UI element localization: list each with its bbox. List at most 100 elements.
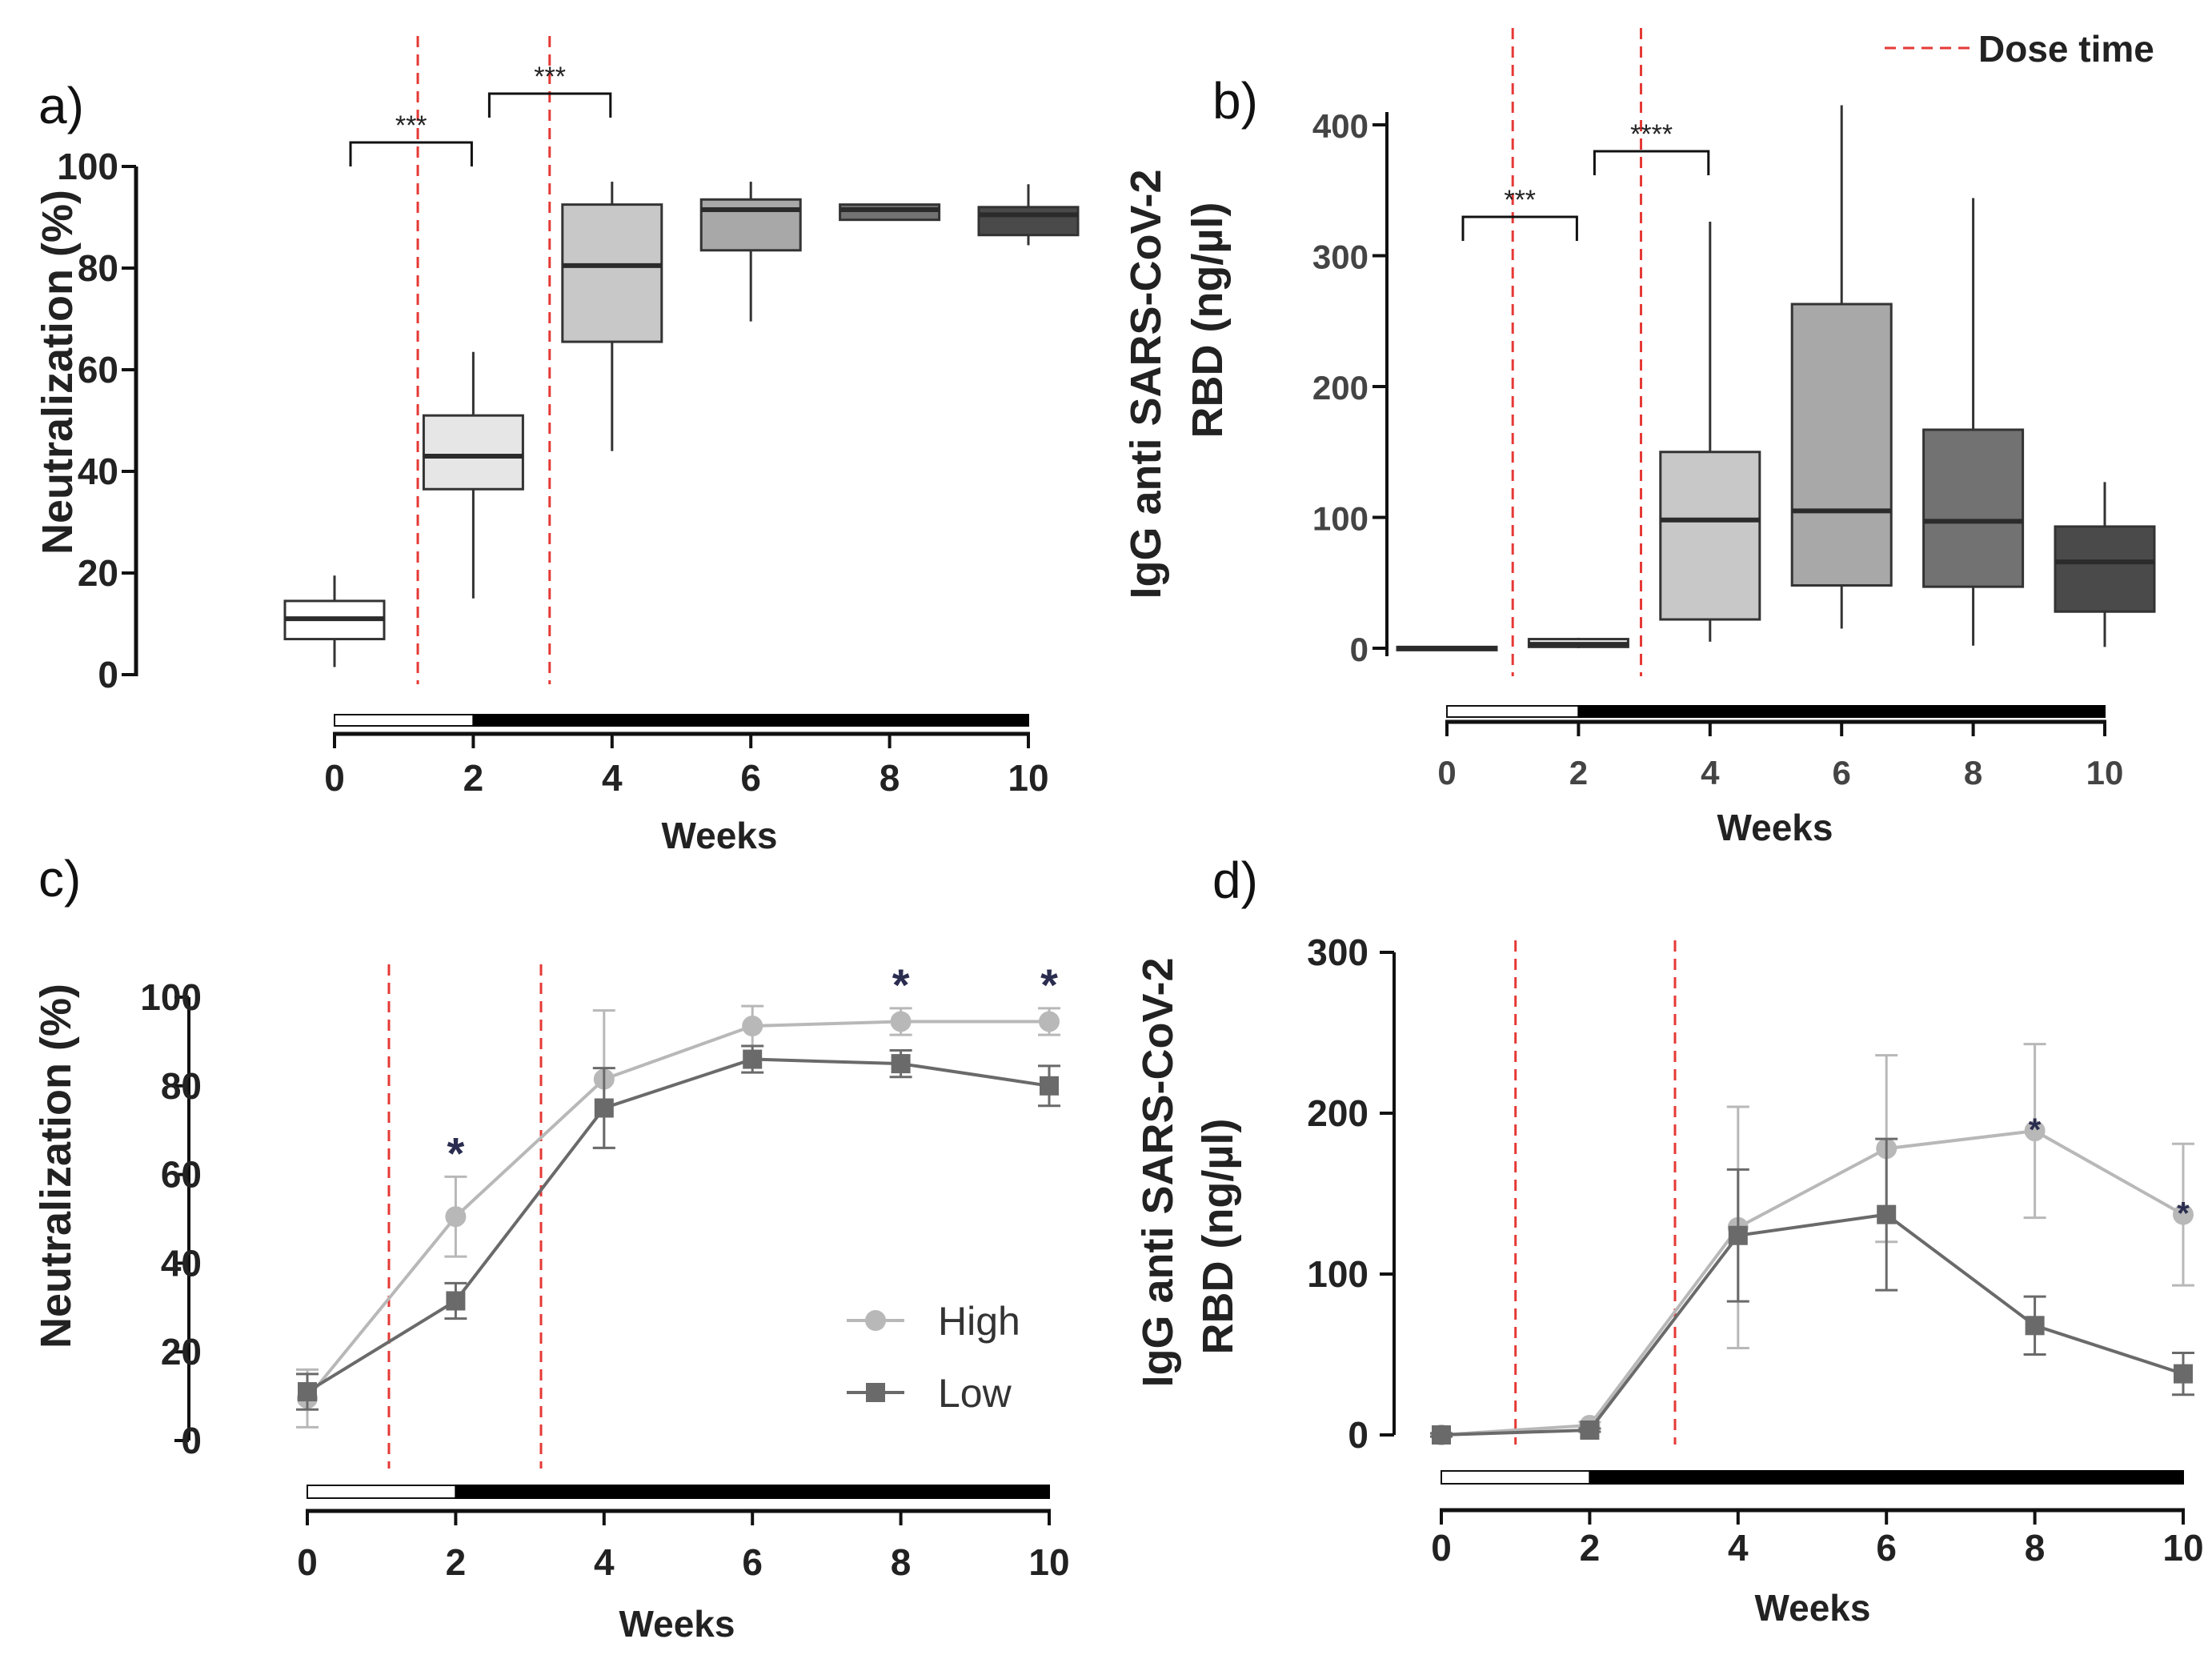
panel-c-dose-bar-filled — [455, 1485, 1050, 1499]
panel-a-box — [561, 203, 663, 343]
panel-d-x-tick-label: 8 — [2025, 1527, 2046, 1569]
panel-d-dose-bar-open — [1441, 1470, 1591, 1485]
panel-b-dose-bar-open — [1446, 705, 1580, 718]
panel-b-x-tick-label: 8 — [1964, 754, 1982, 791]
panel-b-box — [1659, 451, 1761, 621]
panel-a-x-tick-label: 10 — [1008, 757, 1048, 799]
panel-b-box — [1790, 303, 1893, 587]
panel-a-y-tick-label: 60 — [78, 349, 118, 391]
panel-b-significance-label: **** — [1630, 119, 1673, 150]
panel-d-point-high — [2024, 1120, 2046, 1142]
legend-high-marker — [865, 1310, 886, 1331]
panel-c: c) Neutralization (%) Weeks High Low 020… — [32, 850, 1070, 1645]
panel-c-point-high — [890, 1011, 912, 1032]
panel-d-x-tick-label: 4 — [1728, 1527, 1749, 1569]
panel-a-y-tick-label: 20 — [78, 552, 118, 594]
panel-c-letter: c) — [38, 850, 81, 908]
panel-b: b) IgG anti SARS-CoV-2 RBD (ng/µl) Weeks… — [1122, 28, 2156, 848]
panel-a-x-tick-label: 8 — [880, 757, 900, 799]
panel-d: d) IgG anti SARS-CoV-2 RBD (ng/µl) Weeks… — [1134, 852, 2204, 1629]
dose-time-legend: Dose time — [1885, 28, 2154, 70]
panel-b-letter: b) — [1212, 72, 1258, 130]
panel-c-significance-star: * — [1040, 960, 1058, 1010]
panel-d-series-low — [1430, 1137, 2194, 1445]
panel-d-x-tick-label: 10 — [2162, 1527, 2203, 1569]
panel-c-point-low — [1040, 1076, 1059, 1096]
panel-c-y-tick-label: 0 — [181, 1420, 202, 1461]
panel-d-y-tick-label: 0 — [1348, 1414, 1368, 1456]
panel-a-box — [977, 206, 1080, 237]
panel-a-y-tick-label: 0 — [98, 654, 118, 695]
panel-d-point-low — [2174, 1364, 2193, 1384]
panel-d-y-axis-title-line1: IgG anti SARS-CoV-2 — [1134, 957, 1182, 1387]
panel-c-legend: High Low — [847, 1299, 1020, 1416]
panel-a-box — [699, 198, 802, 252]
panel-b-x-tick-label: 0 — [1437, 754, 1456, 791]
legend-low-label: Low — [938, 1371, 1012, 1416]
panel-b-y-tick-label: 200 — [1312, 369, 1368, 407]
panel-b-x-tick-label: 6 — [1833, 754, 1851, 791]
panel-d-letter: d) — [1212, 852, 1258, 909]
panel-d-point-low — [1728, 1225, 1748, 1245]
panel-b-y-tick-label: 300 — [1312, 238, 1368, 276]
panel-a-significance-bracket: *** — [487, 62, 612, 118]
panel-d-significance-star: * — [2029, 1112, 2042, 1148]
panel-c-point-high — [742, 1016, 763, 1037]
panel-c-x-tick-label: 8 — [891, 1541, 912, 1583]
panel-b-x-tick-label: 4 — [1701, 754, 1720, 791]
panel-d-point-high — [2173, 1204, 2194, 1225]
panel-a-bracket-line — [349, 141, 473, 166]
panel-c-point-low — [891, 1054, 911, 1074]
panel-d-significance-star: * — [2177, 1196, 2190, 1232]
panel-c-point-low — [298, 1382, 317, 1402]
panel-d-point-low — [1580, 1420, 1600, 1440]
panel-c-x-tick-label: 2 — [446, 1541, 467, 1583]
panel-d-x-tick-label: 2 — [1580, 1527, 1601, 1569]
panel-d-y-tick-label: 100 — [1307, 1253, 1368, 1295]
panel-a-y-tick-label: 40 — [78, 451, 118, 492]
panel-b-bracket-line — [1593, 150, 1710, 175]
panel-a-x-tick-label: 6 — [740, 757, 761, 799]
panel-c-x-tick-label: 6 — [742, 1541, 763, 1583]
dose-legend-label: Dose time — [1978, 28, 2154, 70]
panel-b-significance-label: *** — [1504, 185, 1536, 215]
panel-c-point-high — [445, 1206, 467, 1228]
panel-b-x-axis-title: Weeks — [1717, 807, 1833, 848]
panel-a-box — [839, 203, 941, 222]
panel-b-bracket-line — [1461, 215, 1578, 241]
panel-b-y-tick-label: 0 — [1350, 631, 1368, 668]
panel-d-y-axis-title-line2: RBD (ng/µl) — [1194, 1118, 1242, 1354]
panel-d-x-axis-title: Weeks — [1755, 1587, 1871, 1629]
panel-c-point-low — [446, 1291, 466, 1311]
panel-c-y-tick-label: 20 — [161, 1331, 202, 1372]
panel-a-significance-bracket: *** — [349, 110, 473, 166]
panel-b-y-axis-title-line1: IgG anti SARS-CoV-2 — [1122, 169, 1170, 599]
panel-a-dose-bar-filled — [472, 714, 1029, 727]
panel-d-y-tick-label: 200 — [1307, 1092, 1368, 1134]
panel-d-point-low — [2025, 1316, 2045, 1336]
panel-a: a) Neutralization (%) Weeks 020406080100… — [34, 36, 1080, 856]
panel-b-y-tick-label: 100 — [1312, 500, 1368, 538]
panel-a-significance-label: *** — [534, 62, 566, 92]
panel-c-dose-bar-open — [307, 1485, 457, 1499]
panel-b-x-tick-label: 10 — [2086, 754, 2124, 791]
legend-low-marker — [866, 1383, 885, 1402]
panel-a-y-axis-title: Neutralization (%) — [34, 190, 82, 555]
panel-b-y-axis-title-line2: RBD (ng/µl) — [1184, 202, 1232, 438]
panel-d-point-low — [1432, 1425, 1451, 1445]
panel-c-line-low — [306, 1057, 1050, 1393]
panel-d-dose-bar-filled — [1589, 1470, 2184, 1485]
panel-c-x-axis-title: Weeks — [619, 1603, 735, 1645]
panel-c-series-low — [296, 1044, 1060, 1411]
panel-c-y-tick-label: 100 — [140, 976, 202, 1018]
panel-b-y-tick-label: 400 — [1312, 107, 1368, 145]
panel-a-x-tick-label: 0 — [324, 757, 345, 799]
panel-c-x-tick-label: 0 — [297, 1541, 318, 1583]
panel-d-line-high — [1441, 1129, 2184, 1437]
panel-d-x-tick-label: 0 — [1431, 1527, 1452, 1569]
panel-c-y-tick-label: 60 — [161, 1154, 202, 1196]
panel-c-significance-star: * — [447, 1128, 465, 1178]
panel-a-significance-label: *** — [395, 110, 427, 141]
panel-c-point-low — [743, 1049, 763, 1069]
